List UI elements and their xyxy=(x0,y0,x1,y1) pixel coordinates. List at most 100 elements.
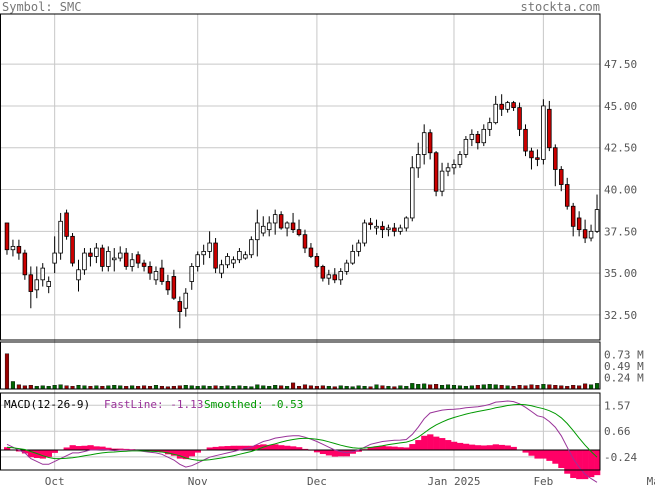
candle-body xyxy=(284,222,290,229)
candle-body xyxy=(10,245,16,251)
candle-body xyxy=(129,259,135,267)
price-tick-label: 42.50 xyxy=(604,142,637,155)
macd-histogram-bar xyxy=(409,444,416,451)
volume-tick-label: 0.49 M xyxy=(604,360,644,373)
price-tick-label: 40.00 xyxy=(604,184,637,197)
macd-histogram-bar xyxy=(266,444,273,451)
volume-bar xyxy=(475,385,480,390)
macd-histogram-bar xyxy=(236,445,243,451)
candle-body xyxy=(82,252,87,271)
candle-body xyxy=(547,108,552,149)
price-panel-frame xyxy=(0,13,601,341)
volume-bar xyxy=(10,381,15,390)
volume-bar xyxy=(440,385,445,390)
macd-tick-label: -0.24 xyxy=(604,451,637,464)
volume-bar xyxy=(428,384,433,390)
candle-body xyxy=(433,152,439,192)
volume-bar xyxy=(183,385,188,390)
candle-body xyxy=(481,128,487,144)
macd-histogram-bar xyxy=(242,445,249,451)
volume-bar xyxy=(517,385,522,390)
candle-body xyxy=(117,252,123,259)
macd-histogram-bar xyxy=(337,450,345,457)
macd-histogram-bar xyxy=(546,450,553,461)
macd-histogram-bar xyxy=(522,450,529,453)
candle-body xyxy=(541,105,546,160)
candle-body xyxy=(582,229,588,239)
candle-body xyxy=(451,164,457,169)
candle-body xyxy=(219,264,224,274)
macd-histogram-bar xyxy=(582,450,589,480)
macd-histogram-bar xyxy=(433,436,440,451)
macd-histogram-bar xyxy=(105,447,112,451)
macd-histogram-bar xyxy=(397,447,404,451)
macd-histogram-bar xyxy=(296,447,303,451)
macd-title: MACD(12-26-9) xyxy=(4,398,90,411)
volume-bar xyxy=(553,385,558,390)
volume-bar xyxy=(273,385,278,390)
candle-body xyxy=(332,274,338,281)
candle-body xyxy=(40,267,45,281)
candle-body xyxy=(255,222,260,241)
macd-histogram-bar xyxy=(528,450,535,456)
volume-bar xyxy=(52,385,57,390)
candle-body xyxy=(106,250,111,267)
x-tick-label: Jan 2025 xyxy=(427,475,480,486)
volume-bar xyxy=(422,383,427,390)
macd-histogram-bar xyxy=(564,450,571,474)
candle-body xyxy=(320,266,326,279)
volume-bar xyxy=(445,384,451,390)
symbol-label: Symbol: SMC xyxy=(2,0,82,14)
price-tick-label: 37.50 xyxy=(604,225,637,238)
macd-histogram-bar xyxy=(93,446,100,451)
candle-body xyxy=(499,103,504,110)
macd-histogram-bar xyxy=(206,447,213,451)
volume-bar xyxy=(302,384,308,390)
macd-histogram-bar xyxy=(355,450,362,452)
grid-lines xyxy=(0,14,600,470)
macd-histogram-bar xyxy=(39,450,47,459)
candle-body xyxy=(207,242,212,252)
macd-histogram-bar xyxy=(445,440,452,451)
macd-histogram-bar xyxy=(552,450,559,464)
candle-body xyxy=(493,103,498,124)
candle-body xyxy=(16,245,22,254)
price-tick-label: 35.00 xyxy=(604,267,637,280)
volume-bar xyxy=(416,384,421,390)
price-tick-label: 32.50 xyxy=(604,309,637,322)
candle-body xyxy=(147,266,153,274)
macd-histogram-bar xyxy=(27,450,35,458)
macd-histogram-bar xyxy=(492,444,499,451)
macd-histogram-bar xyxy=(302,448,309,451)
macd-histogram-bar xyxy=(117,448,124,451)
candle-body xyxy=(457,154,463,165)
candle-body xyxy=(135,254,141,264)
candle-body xyxy=(398,227,403,232)
candlestick-series xyxy=(4,94,600,329)
macd-tick-label: 1.57 xyxy=(604,399,631,412)
volume-bar xyxy=(541,384,546,390)
macd-histogram-bar xyxy=(486,445,494,451)
candle-body xyxy=(52,252,57,264)
macd-histogram-bar xyxy=(147,450,154,452)
candle-body xyxy=(123,252,129,267)
volume-bar xyxy=(112,385,117,390)
candle-body xyxy=(189,266,194,282)
candle-body xyxy=(368,222,373,226)
candle-body xyxy=(535,157,540,160)
candle-body xyxy=(404,217,409,229)
candle-body xyxy=(171,276,177,299)
candle-body xyxy=(559,169,564,185)
price-tick-label: 47.50 xyxy=(604,58,637,71)
macd-histogram-bar xyxy=(194,450,201,453)
macd-histogram-bar xyxy=(534,450,541,459)
macd-histogram-bar xyxy=(87,445,94,451)
volume-series xyxy=(4,353,600,390)
candle-body xyxy=(421,132,427,155)
macd-histogram-bar xyxy=(254,444,261,451)
candle-body xyxy=(553,147,558,170)
macd-histogram-bar xyxy=(63,447,70,451)
volume-bar xyxy=(255,384,260,390)
candle-body xyxy=(249,239,254,256)
